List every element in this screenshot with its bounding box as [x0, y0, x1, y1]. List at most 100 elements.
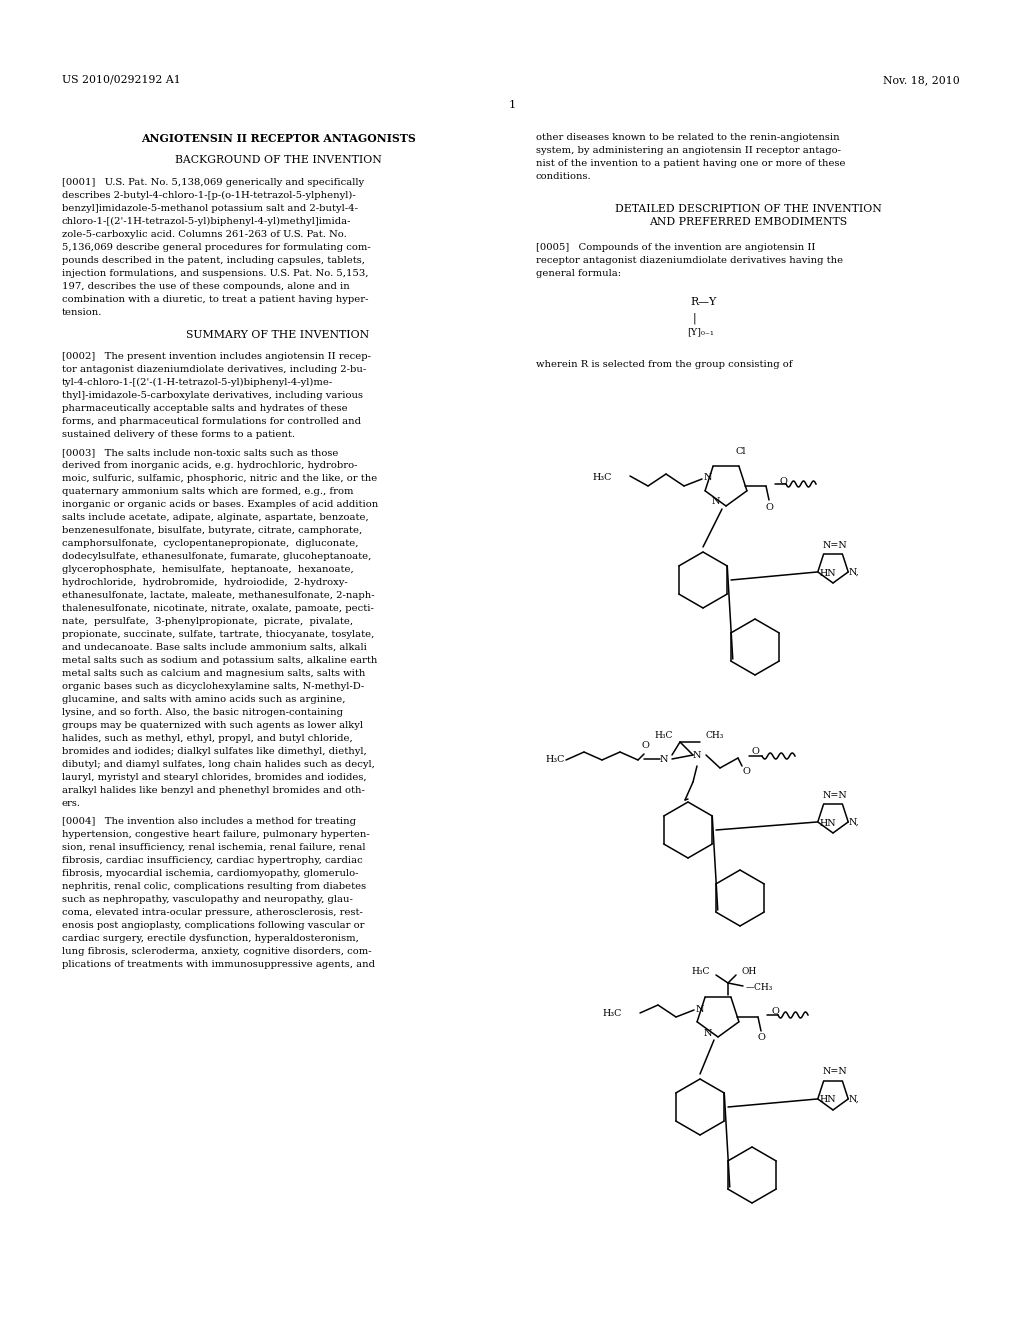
Text: —CH₃: —CH₃ [746, 983, 773, 993]
Text: thyl]-imidazole-5-carboxylate derivatives, including various: thyl]-imidazole-5-carboxylate derivative… [62, 391, 362, 400]
Text: 197, describes the use of these compounds, alone and in: 197, describes the use of these compound… [62, 282, 350, 290]
Text: enosis post angioplasty, complications following vascular or: enosis post angioplasty, complications f… [62, 921, 365, 931]
Text: chloro-1-[(2'-1H-tetrazol-5-yl)biphenyl-4-yl)methyl]imida-: chloro-1-[(2'-1H-tetrazol-5-yl)biphenyl-… [62, 216, 351, 226]
Text: sustained delivery of these forms to a patient.: sustained delivery of these forms to a p… [62, 430, 295, 440]
Text: N: N [659, 755, 669, 763]
Text: N,: N, [849, 1094, 860, 1104]
Text: CH₃: CH₃ [705, 730, 723, 739]
Text: coma, elevated intra-ocular pressure, atherosclerosis, rest-: coma, elevated intra-ocular pressure, at… [62, 908, 362, 917]
Text: N,: N, [849, 817, 860, 826]
Text: dodecylsulfate, ethanesulfonate, fumarate, glucoheptanoate,: dodecylsulfate, ethanesulfonate, fumarat… [62, 552, 372, 561]
Text: describes 2-butyl-4-chloro-1-[p-(o-1H-tetrazol-5-ylphenyl)-: describes 2-butyl-4-chloro-1-[p-(o-1H-te… [62, 191, 355, 201]
Text: H₃C: H₃C [545, 755, 564, 764]
Text: SUMMARY OF THE INVENTION: SUMMARY OF THE INVENTION [186, 330, 370, 341]
Text: organic bases such as dicyclohexylamine salts, N-methyl-D-: organic bases such as dicyclohexylamine … [62, 682, 365, 690]
Text: plications of treatments with immunosuppressive agents, and: plications of treatments with immunosupp… [62, 960, 375, 969]
Text: Nov. 18, 2010: Nov. 18, 2010 [884, 75, 961, 84]
Text: such as nephropathy, vasculopathy and neuropathy, glau-: such as nephropathy, vasculopathy and ne… [62, 895, 353, 904]
Text: lauryl, myristyl and stearyl chlorides, bromides and iodides,: lauryl, myristyl and stearyl chlorides, … [62, 774, 367, 781]
Text: H₃C: H₃C [593, 473, 612, 482]
Text: H₃C: H₃C [603, 1010, 622, 1019]
Text: salts include acetate, adipate, alginate, aspartate, benzoate,: salts include acetate, adipate, alginate… [62, 513, 369, 521]
Text: wherein R is selected from the group consisting of: wherein R is selected from the group con… [536, 360, 793, 370]
Text: moic, sulfuric, sulfamic, phosphoric, nitric and the like, or the: moic, sulfuric, sulfamic, phosphoric, ni… [62, 474, 377, 483]
Text: OH: OH [742, 966, 758, 975]
Text: other diseases known to be related to the renin-angiotensin: other diseases known to be related to th… [536, 133, 840, 143]
Text: injection formulations, and suspensions. U.S. Pat. No. 5,153,: injection formulations, and suspensions.… [62, 269, 369, 279]
Text: 5,136,069 describe general procedures for formulating com-: 5,136,069 describe general procedures fo… [62, 243, 371, 252]
Text: inorganic or organic acids or bases. Examples of acid addition: inorganic or organic acids or bases. Exa… [62, 500, 378, 510]
Text: dibutyl; and diamyl sulfates, long chain halides such as decyl,: dibutyl; and diamyl sulfates, long chain… [62, 760, 375, 770]
Text: derived from inorganic acids, e.g. hydrochloric, hydrobro-: derived from inorganic acids, e.g. hydro… [62, 461, 357, 470]
Text: ANGIOTENSIN II RECEPTOR ANTAGONISTS: ANGIOTENSIN II RECEPTOR ANTAGONISTS [140, 133, 416, 144]
Text: HN: HN [819, 569, 836, 578]
Text: [Y]₀₋₁: [Y]₀₋₁ [687, 327, 714, 337]
Text: [0001]   U.S. Pat. No. 5,138,069 generically and specifically: [0001] U.S. Pat. No. 5,138,069 generical… [62, 178, 365, 187]
Text: AND PREFERRED EMBODIMENTS: AND PREFERRED EMBODIMENTS [649, 216, 847, 227]
Text: metal salts such as sodium and potassium salts, alkaline earth: metal salts such as sodium and potassium… [62, 656, 378, 665]
Text: |: | [693, 312, 696, 323]
Text: sion, renal insufficiency, renal ischemia, renal failure, renal: sion, renal insufficiency, renal ischemi… [62, 843, 366, 851]
Text: benzenesulfonate, bisulfate, butyrate, citrate, camphorate,: benzenesulfonate, bisulfate, butyrate, c… [62, 525, 362, 535]
Text: BACKGROUND OF THE INVENTION: BACKGROUND OF THE INVENTION [175, 154, 381, 165]
Text: lung fibrosis, scleroderma, anxiety, cognitive disorders, com-: lung fibrosis, scleroderma, anxiety, cog… [62, 946, 372, 956]
Text: tension.: tension. [62, 308, 102, 317]
Text: O: O [771, 1007, 779, 1016]
Text: ethanesulfonate, lactate, maleate, methanesulfonate, 2-naph-: ethanesulfonate, lactate, maleate, metha… [62, 591, 375, 601]
Text: N: N [712, 498, 720, 507]
Text: O: O [779, 477, 786, 486]
Text: HN: HN [819, 818, 836, 828]
Text: N,: N, [849, 568, 860, 577]
Text: conditions.: conditions. [536, 172, 592, 181]
Text: metal salts such as calcium and magnesium salts, salts with: metal salts such as calcium and magnesiu… [62, 669, 366, 678]
Text: benzyl]imidazole-5-methanol potassium salt and 2-butyl-4-: benzyl]imidazole-5-methanol potassium sa… [62, 205, 358, 213]
Text: ers.: ers. [62, 799, 81, 808]
Text: DETAILED DESCRIPTION OF THE INVENTION: DETAILED DESCRIPTION OF THE INVENTION [614, 205, 882, 214]
Text: N: N [695, 1005, 705, 1014]
Text: bromides and iodides; dialkyl sulfates like dimethyl, diethyl,: bromides and iodides; dialkyl sulfates l… [62, 747, 367, 756]
Text: Cl: Cl [736, 446, 746, 455]
Text: cardiac surgery, erectile dysfunction, hyperaldosteronism,: cardiac surgery, erectile dysfunction, h… [62, 935, 358, 942]
Text: thalenesulfonate, nicotinate, nitrate, oxalate, pamoate, pecti-: thalenesulfonate, nicotinate, nitrate, o… [62, 605, 374, 612]
Text: O: O [751, 747, 759, 756]
Text: system, by administering an angiotensin II receptor antago-: system, by administering an angiotensin … [536, 147, 841, 154]
Text: N: N [703, 474, 713, 483]
Text: forms, and pharmaceutical formulations for controlled and: forms, and pharmaceutical formulations f… [62, 417, 361, 426]
Text: US 2010/0292192 A1: US 2010/0292192 A1 [62, 75, 181, 84]
Text: H₃C: H₃C [691, 966, 710, 975]
Text: [0002]   The present invention includes angiotensin II recep-: [0002] The present invention includes an… [62, 352, 371, 360]
Text: H₃C: H₃C [654, 730, 673, 739]
Text: O: O [765, 503, 773, 511]
Text: and undecanoate. Base salts include ammonium salts, alkali: and undecanoate. Base salts include ammo… [62, 643, 367, 652]
Text: [0005]   Compounds of the invention are angiotensin II: [0005] Compounds of the invention are an… [536, 243, 815, 252]
Text: N: N [703, 1028, 713, 1038]
Text: N: N [693, 751, 701, 759]
Text: hydrochloride,  hydrobromide,  hydroiodide,  2-hydroxy-: hydrochloride, hydrobromide, hydroiodide… [62, 578, 348, 587]
Text: receptor antagonist diazeniumdiolate derivatives having the: receptor antagonist diazeniumdiolate der… [536, 256, 843, 265]
Text: N=N: N=N [822, 1068, 848, 1077]
Text: glucamine, and salts with amino acids such as arginine,: glucamine, and salts with amino acids su… [62, 696, 345, 704]
Text: tyl-4-chloro-1-[(2'-(1-H-tetrazol-5-yl)biphenyl-4-yl)me-: tyl-4-chloro-1-[(2'-(1-H-tetrazol-5-yl)b… [62, 378, 333, 387]
Text: nate,  persulfate,  3-phenylpropionate,  picrate,  pivalate,: nate, persulfate, 3-phenylpropionate, pi… [62, 616, 353, 626]
Text: halides, such as methyl, ethyl, propyl, and butyl chloride,: halides, such as methyl, ethyl, propyl, … [62, 734, 352, 743]
Text: pharmaceutically acceptable salts and hydrates of these: pharmaceutically acceptable salts and hy… [62, 404, 347, 413]
Text: lysine, and so forth. Also, the basic nitrogen-containing: lysine, and so forth. Also, the basic ni… [62, 708, 343, 717]
Text: R—Y: R—Y [690, 297, 716, 308]
Text: glycerophosphate,  hemisulfate,  heptanoate,  hexanoate,: glycerophosphate, hemisulfate, heptanoat… [62, 565, 353, 574]
Text: zole-5-carboxylic acid. Columns 261-263 of U.S. Pat. No.: zole-5-carboxylic acid. Columns 261-263 … [62, 230, 347, 239]
Text: camphorsulfonate,  cyclopentanepropionate,  digluconate,: camphorsulfonate, cyclopentanepropionate… [62, 539, 358, 548]
Text: O: O [757, 1034, 765, 1043]
Text: aralkyl halides like benzyl and phenethyl bromides and oth-: aralkyl halides like benzyl and phenethy… [62, 785, 365, 795]
Text: O: O [641, 742, 649, 751]
Text: quaternary ammonium salts which are formed, e.g., from: quaternary ammonium salts which are form… [62, 487, 353, 496]
Text: N=N: N=N [822, 540, 848, 549]
Text: propionate, succinate, sulfate, tartrate, thiocyanate, tosylate,: propionate, succinate, sulfate, tartrate… [62, 630, 375, 639]
Text: fibrosis, myocardial ischemia, cardiomyopathy, glomerulo-: fibrosis, myocardial ischemia, cardiomyo… [62, 869, 358, 878]
Text: hypertension, congestive heart failure, pulmonary hyperten-: hypertension, congestive heart failure, … [62, 830, 370, 840]
Text: O: O [742, 767, 750, 776]
Text: N=N: N=N [822, 791, 848, 800]
Text: [0004]   The invention also includes a method for treating: [0004] The invention also includes a met… [62, 817, 356, 826]
Text: nephritis, renal colic, complications resulting from diabetes: nephritis, renal colic, complications re… [62, 882, 367, 891]
Text: groups may be quaternized with such agents as lower alkyl: groups may be quaternized with such agen… [62, 721, 362, 730]
Text: [0003]   The salts include non-toxic salts such as those: [0003] The salts include non-toxic salts… [62, 447, 338, 457]
